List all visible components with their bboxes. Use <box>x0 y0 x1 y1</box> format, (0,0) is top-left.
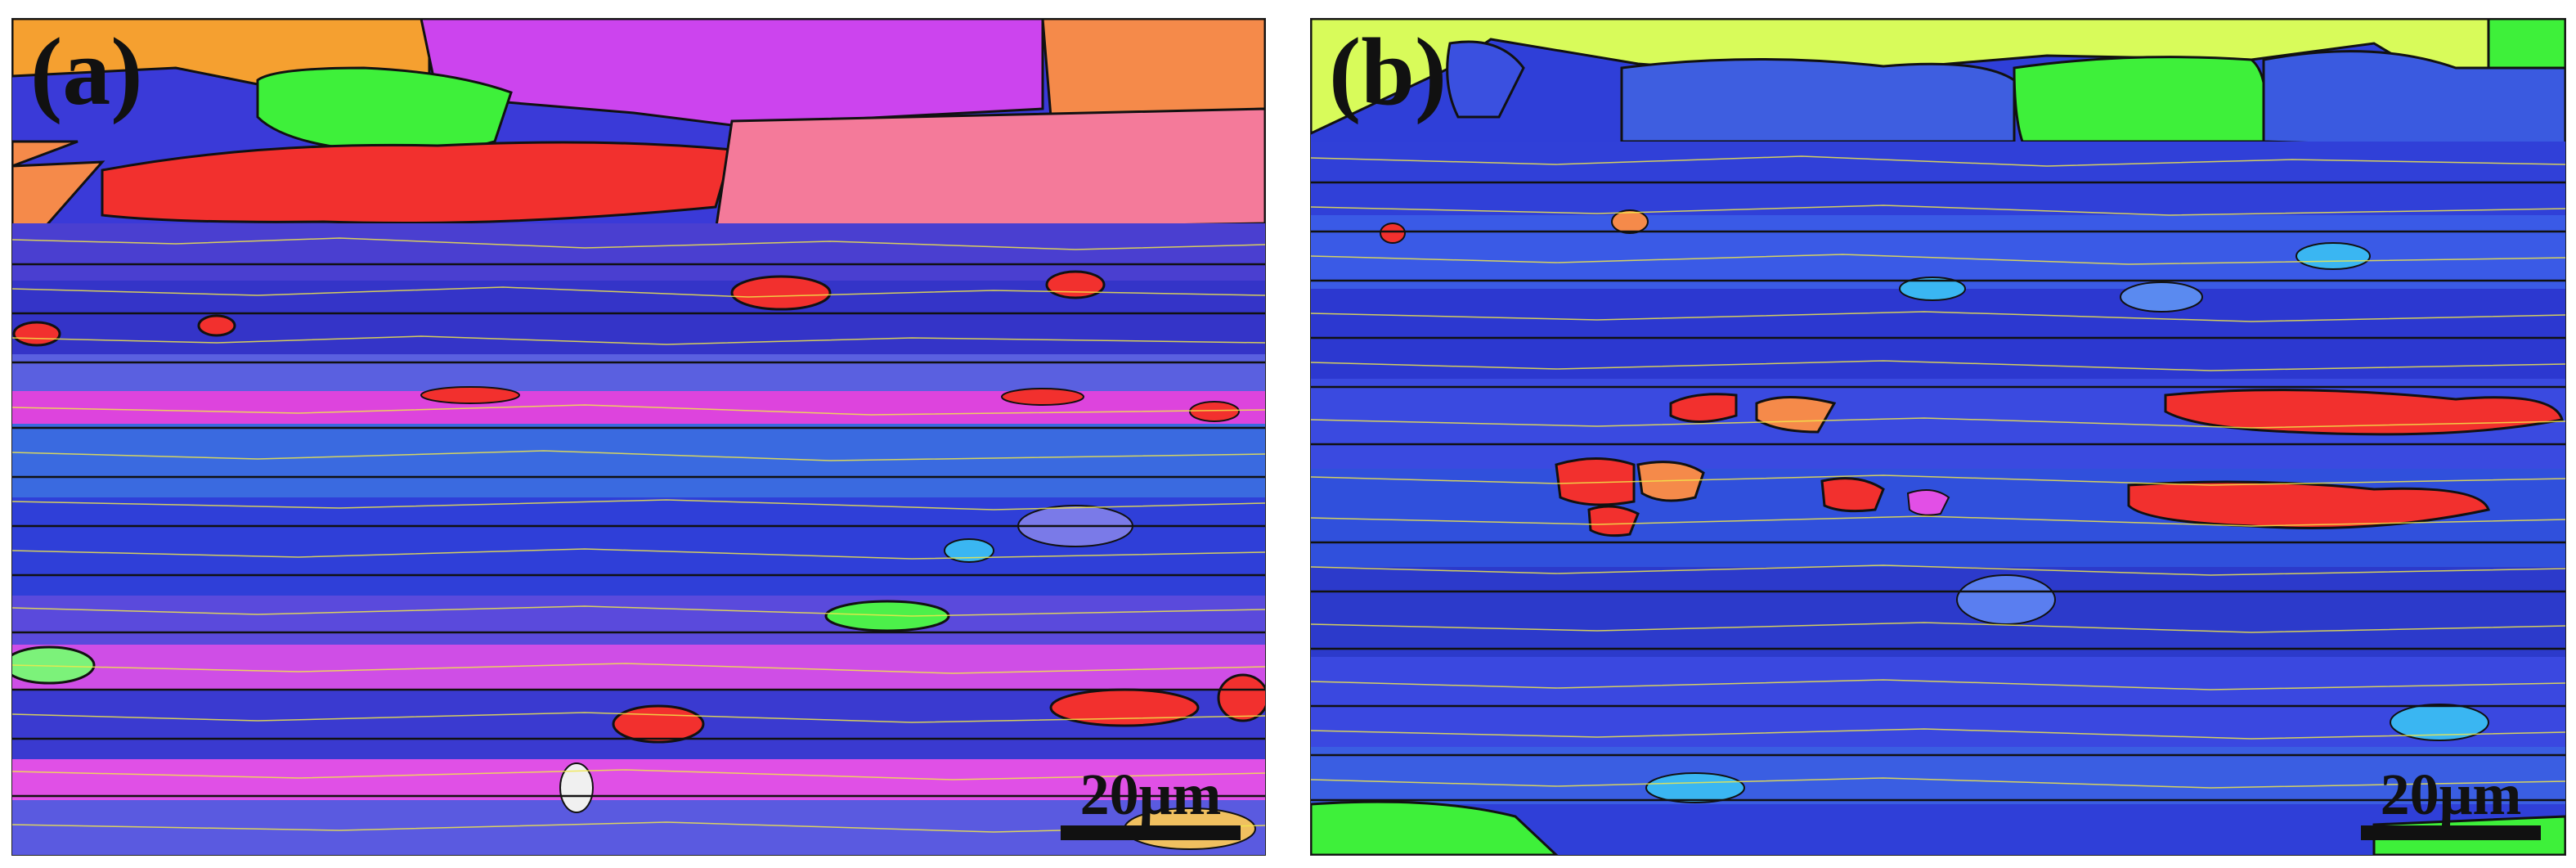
ebsd-orientation-map-b <box>1311 19 2565 855</box>
scale-bar-b: 20μm <box>2361 765 2541 840</box>
scale-bar-line-a <box>1061 825 1241 840</box>
scale-bar-label-a: 20μm <box>1079 762 1222 827</box>
ebsd-map-panel-a: (a) 20μm <box>11 18 1266 856</box>
scale-bar-label-b: 20μm <box>2380 762 2522 827</box>
ebsd-map-panel-b: (b) 20μm <box>1310 18 2566 856</box>
panel-label-a: (a) <box>30 18 143 125</box>
scale-bar-line-b <box>2361 825 2541 840</box>
ebsd-orientation-map-a <box>12 19 1265 855</box>
scale-bar-a: 20μm <box>1061 765 1241 840</box>
panel-label-b: (b) <box>1329 18 1447 125</box>
